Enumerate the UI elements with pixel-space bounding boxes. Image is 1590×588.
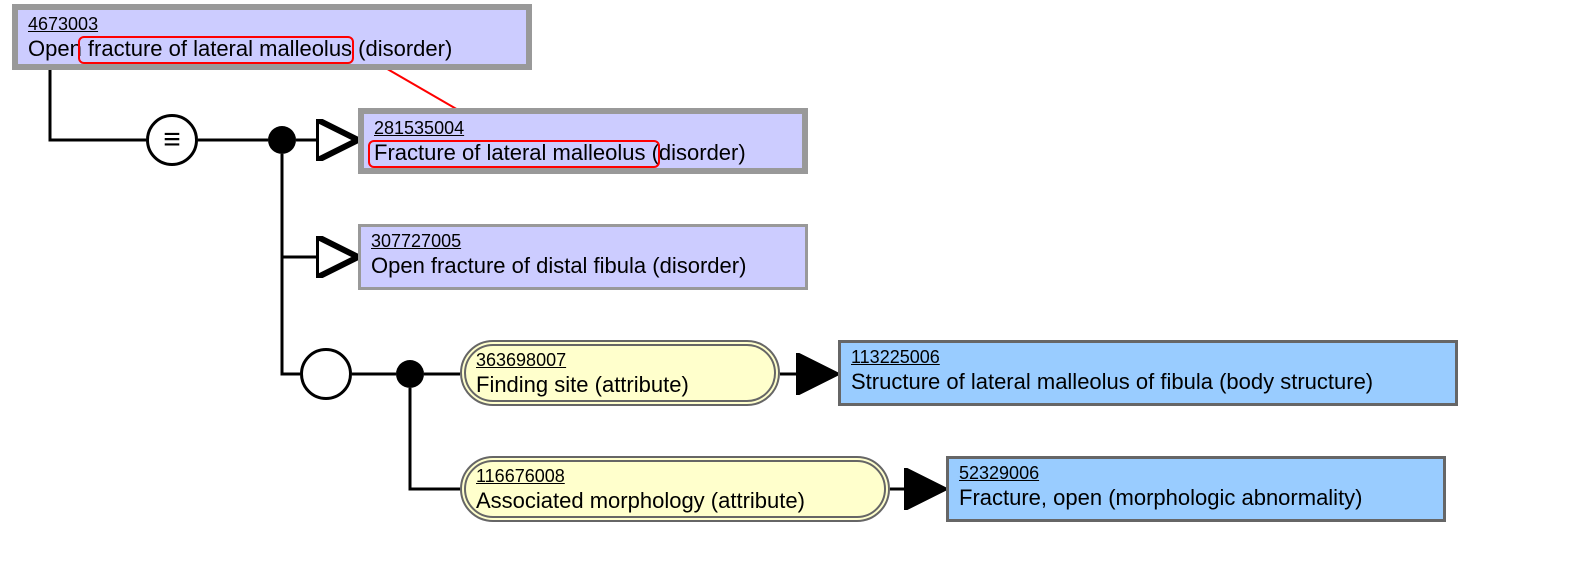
concept-suffix: (morphologic abnormality) [1102,485,1362,510]
concept-suffix: (disorder) [645,140,745,165]
concept-suffix: (disorder) [352,36,452,61]
concept-term: Structure of lateral malleolus of fibula [851,369,1213,394]
concept-label: Open fracture of lateral malleolus (diso… [28,36,452,61]
concept-term: Open fracture of lateral malleolus [28,36,352,61]
concept-suffix: (disorder) [646,253,746,278]
concept-term: Finding site [476,372,589,397]
concept-id: 52329006 [959,463,1433,485]
equivalence-operator: ≡ [146,114,198,166]
concept-id: 281535004 [374,118,792,140]
concept-root: 4673003 Open fracture of lateral malleol… [12,4,532,70]
concept-label: Open fracture of distal fibula (disorder… [371,253,746,278]
concept-term: Associated morphology [476,488,705,513]
value-lateral-malleolus-structure: 113225006 Structure of lateral malleolus… [838,340,1458,406]
concept-open-fracture-distal-fibula: 307727005 Open fracture of distal fibula… [358,224,808,290]
concept-suffix: (attribute) [705,488,805,513]
concept-id: 113225006 [851,347,1445,369]
concept-label: Fracture of lateral malleolus (disorder) [374,140,746,165]
concept-term: Open fracture of distal fibula [371,253,646,278]
role-group-operator [300,348,352,400]
concept-term: Fracture, open [959,485,1102,510]
concept-id: 116676008 [476,466,874,488]
attribute-associated-morphology: 116676008 Associated morphology (attribu… [460,456,890,522]
concept-label: Fracture, open (morphologic abnormality) [959,485,1363,510]
conjunction-node-2 [396,360,424,388]
conjunction-node-1 [268,126,296,154]
concept-fracture-lateral-malleolus: 281535004 Fracture of lateral malleolus … [358,108,808,174]
value-fracture-open: 52329006 Fracture, open (morphologic abn… [946,456,1446,522]
concept-suffix: (body structure) [1213,369,1373,394]
concept-label: Associated morphology (attribute) [476,488,805,513]
concept-label: Finding site (attribute) [476,372,689,397]
concept-id: 4673003 [28,14,516,36]
concept-term: Fracture of lateral malleolus [374,140,645,165]
equivalence-icon: ≡ [163,125,181,155]
concept-suffix: (attribute) [589,372,689,397]
concept-id: 307727005 [371,231,795,253]
attribute-finding-site: 363698007 Finding site (attribute) [460,340,780,406]
concept-id: 363698007 [476,350,764,372]
concept-label: Structure of lateral malleolus of fibula… [851,369,1373,394]
